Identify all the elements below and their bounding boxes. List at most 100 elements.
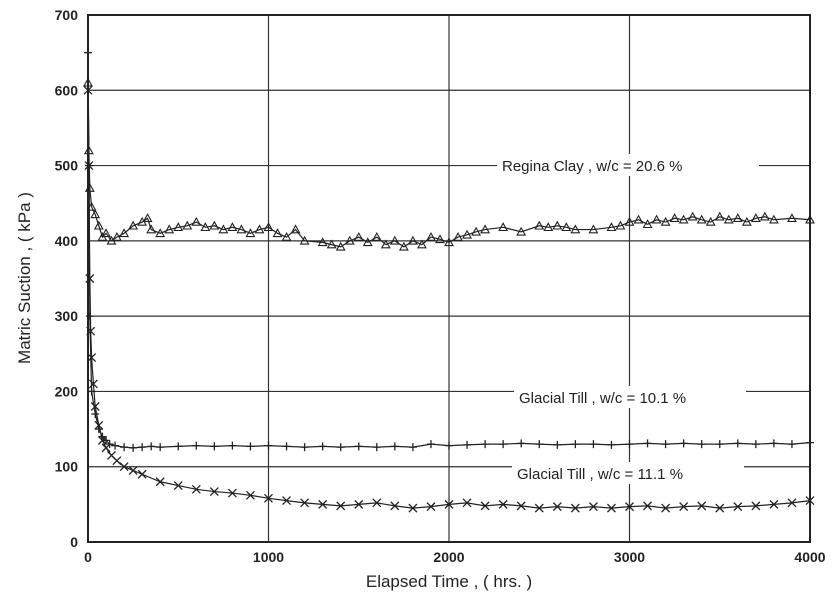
data-point-triangle (218, 224, 229, 234)
data-point-triangle (516, 226, 527, 236)
data-point-triangle (624, 216, 635, 226)
data-point-triangle (570, 224, 581, 234)
y-tick-label: 500 (55, 158, 79, 174)
data-point-triangle (84, 183, 95, 192)
data-point-cross (83, 85, 93, 95)
data-point-plus (372, 443, 381, 452)
data-point-triangle (227, 222, 238, 232)
data-point-triangle (272, 228, 283, 238)
data-point-cross (588, 502, 598, 512)
data-point-plus (246, 442, 255, 451)
data-point-triangle (398, 241, 409, 251)
data-point-cross (372, 498, 382, 508)
data-point-plus (408, 443, 417, 452)
data-point-plus (210, 442, 219, 451)
data-point-triangle (588, 224, 599, 234)
plot-frame (87, 14, 811, 543)
data-point-plus (679, 439, 688, 448)
data-point-cross (570, 503, 580, 513)
x-tick-label: 1000 (253, 549, 284, 565)
data-point-cross (408, 503, 418, 513)
data-point-triangle (407, 235, 418, 245)
data-point-plus (300, 443, 309, 452)
data-point-triangle (642, 219, 653, 229)
data-point-plus (751, 440, 760, 449)
data-point-plus (318, 442, 327, 451)
y-axis-label: Matric Suction , ( kPa ) (15, 192, 34, 364)
data-point-plus (138, 443, 147, 452)
data-point-triangle (534, 220, 545, 230)
data-point-plus (156, 443, 165, 452)
data-point-triangle (263, 222, 274, 232)
data-point-cross (94, 420, 104, 430)
data-point-triangle (633, 214, 644, 224)
data-point-plus (111, 441, 120, 450)
data-point-triangle (759, 211, 770, 221)
y-tick-label: 700 (55, 7, 79, 23)
data-point-triangle (344, 235, 355, 245)
x-tick-label: 0 (84, 549, 92, 565)
data-point-cross (97, 435, 107, 445)
data-point-triangle (326, 239, 337, 249)
data-point-cross (84, 161, 94, 171)
data-point-cross (661, 503, 671, 513)
y-tick-label: 600 (55, 82, 79, 98)
data-point-triangle (480, 224, 491, 234)
series-triangle-line (87, 82, 811, 248)
data-point-triangle (435, 234, 445, 244)
data-point-plus (571, 440, 580, 449)
y-tick-labels: 0 100 200 300 400 500 600 700 (55, 7, 79, 550)
data-point-cross (733, 502, 743, 512)
data-point-triangle (371, 231, 382, 241)
data-point-cross (128, 466, 138, 475)
data-point-triangle (416, 239, 427, 249)
annotation-glacial-till-111: Glacial Till , w/c = 11.1 % (517, 466, 683, 483)
data-point-triangle (552, 220, 563, 230)
data-point-plus (535, 440, 544, 449)
data-point-cross (390, 501, 400, 511)
data-point-cross (282, 496, 292, 506)
data-point-triangle (678, 214, 689, 224)
data-point-plus (84, 48, 92, 57)
data-point-triangle (615, 220, 626, 230)
data-point-plus (445, 441, 453, 450)
data-point-cross (336, 501, 346, 511)
data-point-plus (625, 440, 634, 449)
data-point-triangle (768, 214, 779, 224)
data-point-triangle (173, 222, 184, 232)
x-tick-labels: 0 1000 2000 3000 4000 (84, 549, 826, 565)
data-point-cross (606, 503, 616, 513)
data-point-triangle (669, 213, 680, 223)
data-point-cross (87, 353, 97, 363)
data-point-triangle (498, 222, 509, 232)
data-point-cross (101, 443, 111, 453)
data-point-cross (173, 481, 183, 490)
annotation-bg-till-111 (512, 462, 744, 484)
data-point-plus (499, 440, 508, 449)
data-point-triangle (750, 213, 761, 223)
data-point-cross (516, 501, 526, 511)
data-point-triangle (128, 220, 139, 230)
data-point-plus (85, 312, 94, 321)
data-point-cross (227, 488, 237, 498)
data-point-plus (607, 440, 616, 449)
data-point-triangle (236, 224, 247, 234)
data-point-triangle (651, 214, 662, 224)
data-point-plus (390, 442, 399, 451)
data-point-triangle (90, 209, 101, 219)
data-point-triangle (290, 224, 301, 234)
data-point-triangle (606, 222, 617, 232)
data-point-plus (733, 439, 742, 448)
x-tick-label: 4000 (794, 549, 825, 565)
data-point-triangle (299, 235, 310, 245)
data-point-triangle (362, 237, 373, 247)
data-point-triangle (119, 228, 130, 238)
data-point-cross (86, 326, 96, 336)
data-point-triangle (732, 213, 743, 223)
data-point-cross (679, 502, 689, 512)
data-point-triangle (86, 201, 97, 211)
data-point-cross (625, 502, 634, 512)
data-point-cross (137, 469, 147, 479)
data-point-triangle (93, 220, 104, 230)
data-point-cross (787, 498, 797, 508)
